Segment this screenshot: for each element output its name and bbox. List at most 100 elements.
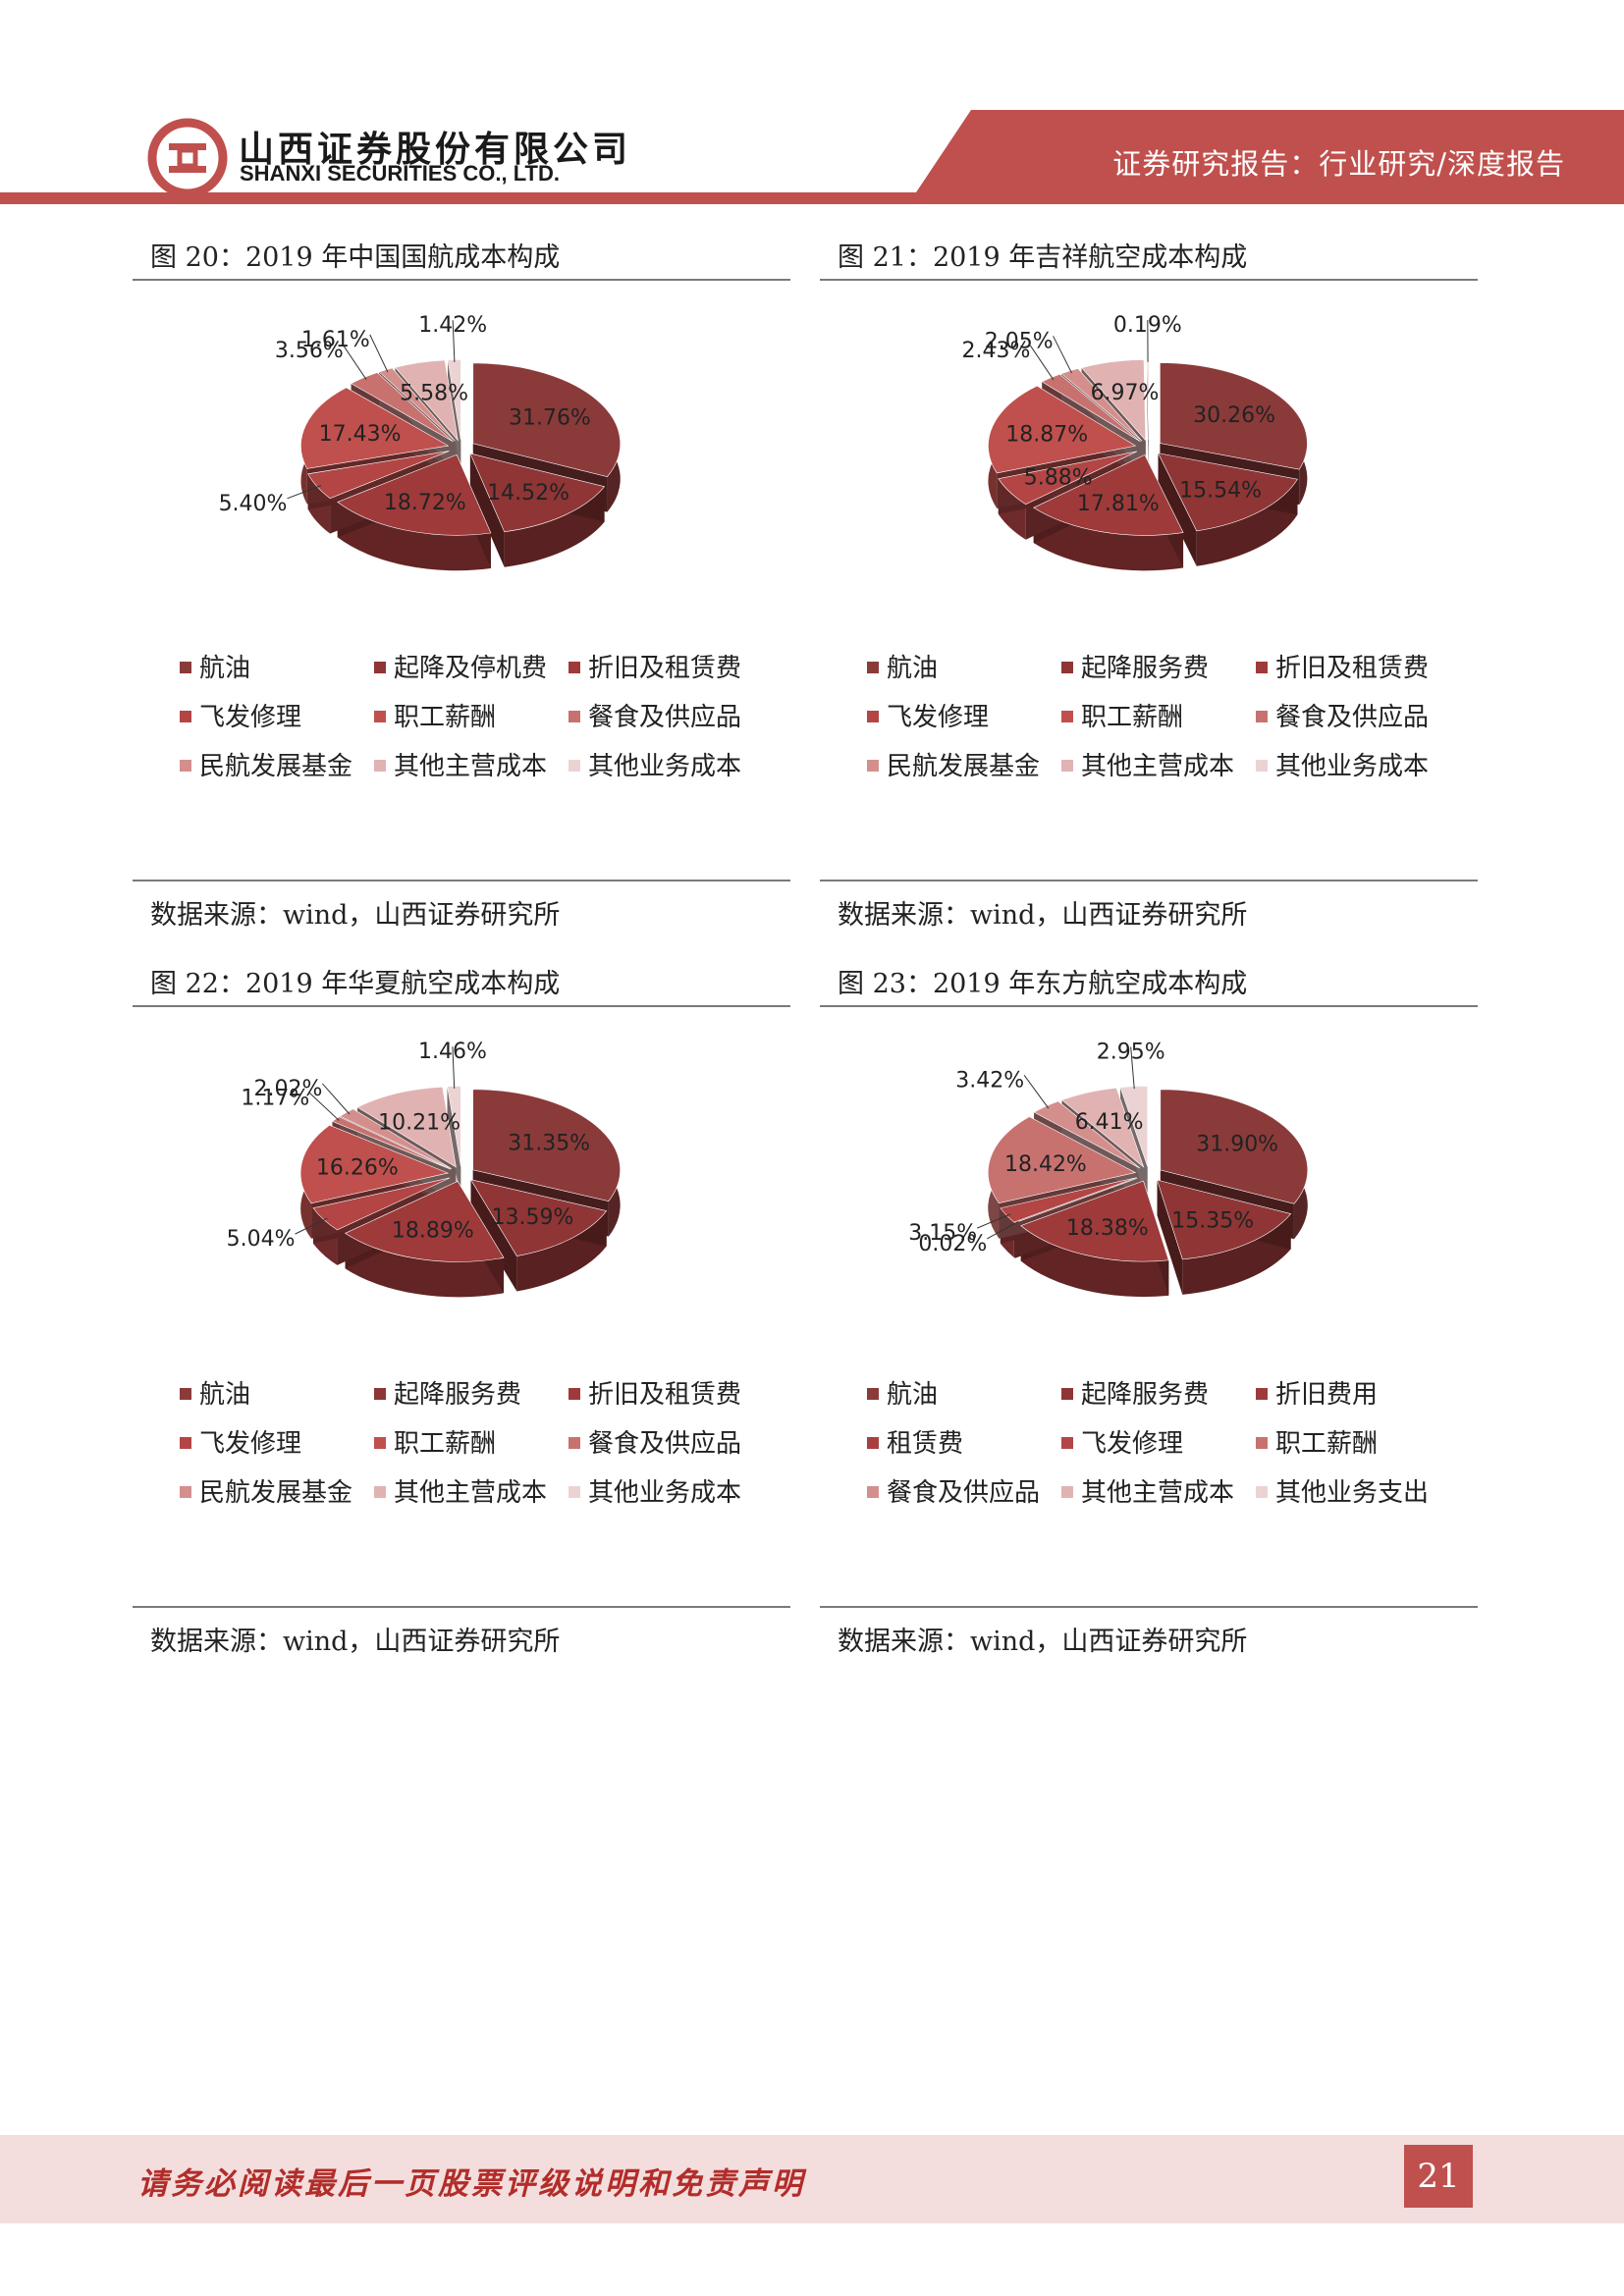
legend-label: 租赁费 — [887, 1429, 964, 1459]
legend-item: 其他主营成本 — [1061, 1472, 1234, 1509]
slice-data-label: 0.19% — [1113, 313, 1182, 338]
legend-label: 职工薪酬 — [1081, 703, 1184, 732]
legend-item: 职工薪酬 — [374, 1423, 496, 1460]
slice-data-label: 1.46% — [418, 1040, 487, 1064]
legend-item: 折旧费用 — [1256, 1374, 1378, 1411]
legend-label: 其他业务支出 — [1275, 1478, 1430, 1508]
legend-item: 航油 — [180, 648, 250, 684]
legend-item: 其他业务成本 — [568, 746, 741, 782]
pie-slice — [356, 1086, 457, 1168]
slice-data-label: 10.21% — [378, 1110, 460, 1135]
legend-swatch — [1256, 1388, 1268, 1400]
legend-swatch — [180, 1486, 191, 1498]
pie-slice — [1020, 1180, 1169, 1262]
legend-item: 职工薪酬 — [1061, 697, 1183, 733]
pie-slice — [987, 1116, 1137, 1204]
legend-item: 飞发修理 — [1061, 1423, 1183, 1460]
legend-swatch — [1061, 1437, 1073, 1449]
pie-slice — [378, 367, 456, 442]
pie-slice — [331, 1116, 452, 1170]
pie-slice-side — [1196, 479, 1298, 566]
figure-title: 图 22：2019 年华夏航空成本构成 — [150, 969, 561, 999]
pie-chart: 30.26% 15.54% 17.81%5.88% 18.87% 2.43%2.05% 6… — [961, 313, 1308, 571]
slice-data-label: 1.17% — [241, 1086, 309, 1110]
legend-item: 航油 — [180, 1374, 250, 1411]
legend-item: 其他主营成本 — [1061, 746, 1234, 782]
title-rule — [820, 279, 1478, 281]
legend-label: 其他主营成本 — [1081, 1478, 1235, 1508]
slice-data-label: 2.05% — [985, 329, 1054, 353]
legend-label: 民航发展基金 — [887, 752, 1041, 781]
legend-item: 租赁费 — [867, 1423, 963, 1460]
figure-title: 图 23：2019 年东方航空成本构成 — [838, 969, 1248, 999]
legend-label: 餐食及供应品 — [1275, 703, 1430, 732]
legend-label: 起降及停机费 — [394, 654, 548, 683]
legend-item: 起降服务费 — [1061, 648, 1209, 684]
legend-swatch — [180, 760, 191, 772]
legend-swatch — [374, 662, 386, 673]
pie-slice-side — [1033, 507, 1184, 571]
pie-slice — [1160, 1089, 1309, 1204]
slice-data-label: 1.61% — [301, 328, 370, 352]
pie-slice — [998, 451, 1138, 506]
figure-20: 图 20：2019 年中国国航成本构成 31.76% 14.52% 18.72% 5.… — [133, 236, 790, 942]
figure-21: 图 21：2019 年吉祥航空成本构成 30.26% 15.54% 17.81% 5.… — [820, 236, 1478, 942]
page-number: 21 — [1404, 2145, 1473, 2208]
legend-item: 其他主营成本 — [374, 1472, 547, 1509]
legend-label: 起降服务费 — [1081, 1380, 1210, 1410]
pie-slice-wall — [1158, 453, 1197, 566]
legend-item: 航油 — [867, 648, 938, 684]
legend-swatch — [1256, 1486, 1268, 1498]
label-leader-line — [1029, 345, 1055, 381]
pie-slice — [337, 454, 492, 536]
slice-data-label: 1.42% — [418, 313, 487, 338]
company-name-en: SHANXI SECURITIES CO., LTD. — [240, 161, 560, 186]
legend-swatch — [1061, 760, 1073, 772]
legend-swatch — [1256, 1437, 1268, 1449]
legend-swatch — [1256, 760, 1268, 772]
legend-swatch — [180, 1437, 191, 1449]
pie-slice — [1157, 1179, 1292, 1260]
slice-data-label: 31.76% — [509, 405, 591, 430]
legend-swatch — [568, 1486, 580, 1498]
pie-labels: 31.35% 13.59% 18.89% 5.04% 16.26% 1.17%2.02% 1… — [227, 1040, 591, 1252]
legend-item: 飞发修理 — [867, 697, 989, 733]
data-source: 数据来源：wind，山西证券研究所 — [838, 1627, 1248, 1657]
pie-slice — [351, 372, 454, 443]
legend-swatch — [180, 1388, 191, 1400]
slice-data-label: 5.58% — [400, 381, 468, 405]
page-footer: 请务必阅读最后一页股票评级说明和免责声明 21 — [0, 2135, 1624, 2223]
pie-chart: 31.35% 13.59% 18.89% 5.04% 16.26% 1.17%2.02% 1… — [227, 1040, 621, 1298]
slice-data-label: 6.97% — [1091, 381, 1160, 405]
pie-slice — [988, 385, 1137, 474]
label-leader-line — [295, 1217, 328, 1235]
legend-swatch — [568, 711, 580, 722]
pie-slice — [1158, 453, 1298, 532]
pie-slice-wall — [470, 1179, 517, 1292]
legend-label: 飞发修理 — [887, 703, 990, 732]
slice-data-label: 16.26% — [316, 1156, 399, 1181]
slice-data-label: 5.04% — [227, 1227, 296, 1252]
data-source: 数据来源：wind，山西证券研究所 — [150, 900, 561, 931]
legend-item: 飞发修理 — [180, 697, 301, 733]
legend-swatch — [568, 1388, 580, 1400]
legend-item: 起降服务费 — [1061, 1374, 1209, 1411]
legend-label: 飞发修理 — [1081, 1429, 1184, 1459]
legend-label: 飞发修理 — [199, 703, 302, 732]
slice-data-label: 18.89% — [392, 1218, 474, 1243]
pie-labels: 31.90% 15.35% 18.38% 0.02%3.15% 18.42% 3.42% 6… — [908, 1041, 1278, 1256]
pie-slice — [1060, 1087, 1145, 1168]
legend-swatch — [374, 760, 386, 772]
source-rule — [820, 880, 1478, 881]
pie-slice-wall — [447, 1086, 461, 1202]
pie-tops — [987, 1086, 1309, 1262]
pie-slice — [472, 1089, 621, 1201]
pie-slice — [1041, 373, 1141, 443]
label-leader-line — [1053, 336, 1072, 374]
legend-item: 折旧及租赁费 — [568, 648, 741, 684]
slice-data-label: 5.88% — [1024, 466, 1093, 491]
company-logo — [147, 118, 228, 198]
legend-label: 航油 — [199, 1380, 251, 1410]
slice-data-label: 3.42% — [955, 1068, 1024, 1093]
legend-item: 其他业务支出 — [1256, 1472, 1429, 1509]
